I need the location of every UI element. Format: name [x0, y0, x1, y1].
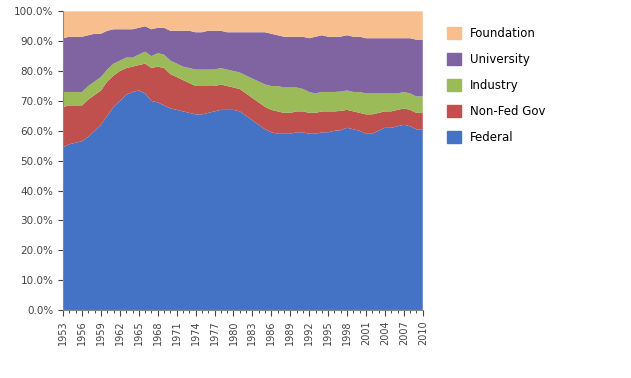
Legend: Foundation, University, Industry, Non-Fed Gov, Federal: Foundation, University, Industry, Non-Fe…	[443, 23, 549, 147]
